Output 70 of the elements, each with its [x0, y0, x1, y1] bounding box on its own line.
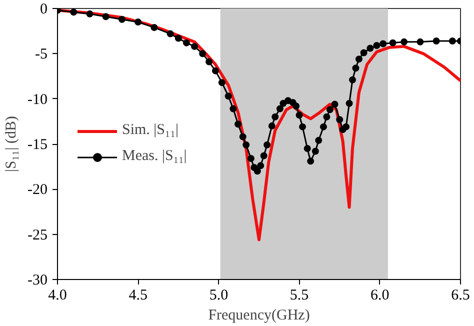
- point: [260, 152, 268, 160]
- point: [234, 120, 242, 128]
- point: [118, 16, 126, 23]
- legend-label: Sim. |S₁₁|: [122, 122, 178, 139]
- y-tick-label: 0: [40, 2, 48, 18]
- point: [242, 141, 250, 148]
- point: [134, 18, 142, 26]
- point: [312, 148, 319, 155]
- point: [276, 105, 284, 112]
- point: [247, 154, 254, 162]
- point: [70, 8, 78, 16]
- x-tick-label: 4.0: [48, 288, 67, 304]
- point: [102, 13, 110, 20]
- point: [166, 30, 174, 38]
- point: [230, 105, 237, 112]
- point: [448, 38, 456, 45]
- point: [416, 38, 424, 46]
- point: [268, 122, 276, 130]
- y-tick-label: -20: [28, 182, 48, 198]
- x-axis-title: Frequency(GHz): [208, 308, 310, 324]
- y-axis-title: |S₁₁| (dB): [4, 116, 20, 172]
- point: [254, 168, 261, 175]
- point: [218, 79, 226, 86]
- point: [150, 24, 158, 31]
- point: [348, 76, 356, 84]
- point: [307, 158, 314, 165]
- point: [315, 136, 322, 144]
- point: [86, 10, 94, 18]
- point: [206, 58, 213, 66]
- point: [331, 100, 338, 108]
- point: [380, 40, 387, 48]
- point: [346, 100, 353, 107]
- point: [323, 113, 330, 120]
- point: [182, 39, 190, 46]
- point: [366, 44, 374, 52]
- point: [272, 113, 279, 120]
- point: [342, 123, 350, 130]
- point: [326, 106, 334, 114]
- point: [212, 67, 219, 74]
- legend-label: Meas. |S₁₁|: [122, 148, 187, 165]
- y-tick-label: -30: [28, 272, 48, 288]
- point: [296, 112, 303, 119]
- point: [264, 141, 271, 148]
- point: [389, 39, 396, 46]
- point: [360, 49, 368, 56]
- point: [299, 123, 306, 130]
- point: [336, 116, 344, 124]
- point: [174, 34, 182, 42]
- point: [191, 42, 198, 50]
- point: [400, 38, 408, 46]
- point: [257, 162, 264, 170]
- y-tick-label: -25: [28, 227, 48, 244]
- x-tick-label: 5.0: [209, 288, 228, 304]
- point: [432, 38, 440, 45]
- x-tick-label: 6.0: [370, 288, 390, 304]
- y-tick-label: -5: [35, 46, 48, 63]
- point: [239, 133, 246, 140]
- point: [320, 123, 327, 130]
- point: [373, 42, 380, 50]
- y-tick-label: -15: [28, 137, 48, 153]
- x-tick-label: 4.5: [128, 288, 148, 304]
- x-tick-label: 6.5: [451, 288, 470, 304]
- point: [355, 56, 362, 63]
- x-tick-label: 5.5: [290, 288, 309, 304]
- point: [224, 92, 232, 100]
- point: [352, 64, 360, 72]
- y-tick-label: -10: [28, 92, 48, 108]
- point: [304, 145, 311, 152]
- point: [292, 102, 300, 110]
- point: [199, 50, 206, 58]
